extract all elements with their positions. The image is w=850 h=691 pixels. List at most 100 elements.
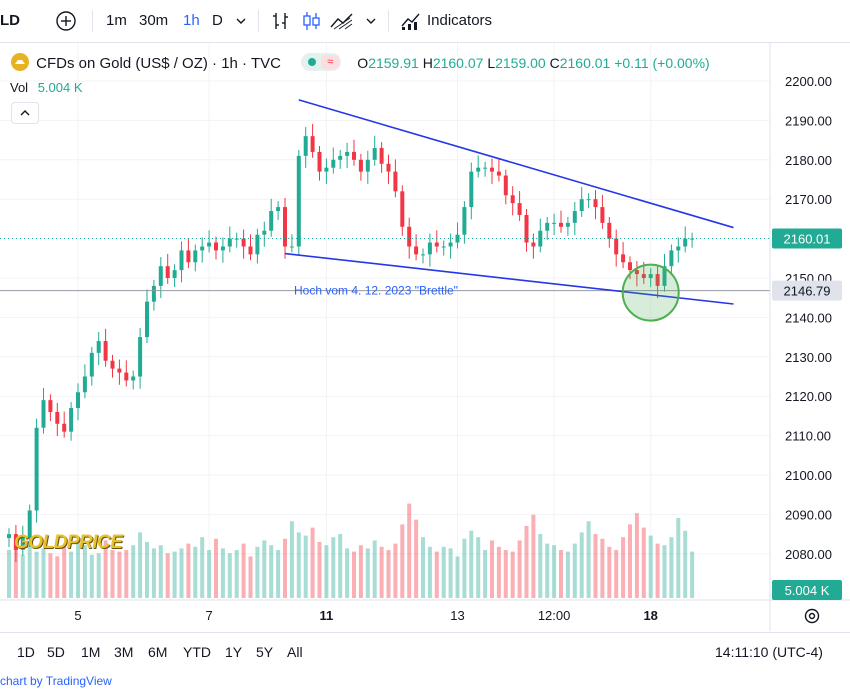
candle-body [34,427,39,511]
candle-body [427,242,432,255]
range-all[interactable]: All [287,644,303,660]
highlight-circle [621,263,680,322]
candle-body [255,234,260,255]
chevron-up-icon [20,110,30,116]
candle-body [117,368,122,373]
candle-body [662,266,667,286]
compare-add-button[interactable] [55,0,77,42]
volume-bar [27,540,32,598]
range-5d[interactable]: 5D [47,644,65,660]
candle-body [158,266,163,286]
time-tick-label: 18 [643,608,657,623]
volume-bar [531,514,536,598]
settings-gear-icon [804,608,820,624]
candle-body [13,534,18,550]
time-tick-label: 12:00 [538,608,571,623]
volume-bar [648,535,653,598]
interval-30m[interactable]: 30m [139,12,169,29]
volume-bar [207,550,212,598]
range-3m[interactable]: 3M [114,644,134,660]
candle-body [172,270,177,278]
range-ytd[interactable]: YTD [183,644,211,660]
volume-bar [296,532,301,598]
volume-bar [110,550,115,598]
volume-bar [400,524,405,598]
range-1d[interactable]: 1D [17,644,35,660]
volume-bar [241,543,246,598]
candle-body [683,238,688,247]
volume-bar [262,540,267,598]
toolbar-divider [388,10,389,32]
market-status-badge[interactable]: ≈ [301,53,342,71]
last-price-label: 2160.01 [784,232,831,247]
area-style-button[interactable] [329,0,355,42]
volume-bar [524,526,529,598]
plus-circle-icon [56,11,76,31]
tradingview-attribution[interactable]: chart by TradingView [0,674,112,688]
indicators-button[interactable]: Indicators [400,0,500,42]
volume-bar [34,551,39,598]
candle-body [496,171,501,176]
range-1y[interactable]: 1Y [225,644,243,660]
price-chart[interactable]: Hoch vom 4. 12. 2023 "Brettle" 2080.0020… [0,43,850,631]
volume-axis-label: 5.004 K [785,583,830,598]
clock-timezone[interactable]: 14:11:10 (UTC-4) [715,644,823,660]
candle-body [296,155,301,247]
high-label: H [422,55,433,71]
bar-style-button[interactable] [270,0,292,42]
interval-dropdown[interactable] [234,0,248,42]
volume-bar [476,537,481,598]
candle-body [220,246,225,251]
volume-bar [517,540,522,598]
volume-bar [593,534,598,598]
candle-body [227,238,232,247]
volume-bar [379,546,384,598]
volume-bar [158,545,163,598]
collapse-legend-button[interactable] [11,102,39,124]
volume-bar [414,519,419,598]
interval-1m[interactable]: 1m [106,12,127,29]
candle-body [586,199,591,201]
candle-body [607,222,612,239]
time-tick-label: 5 [74,608,81,623]
candle-body [379,147,384,164]
symbol-search[interactable]: LD [0,12,20,29]
volume-bars [7,503,695,598]
volume-bar [586,521,591,598]
candle-body [455,234,460,243]
price-tick-label: 2130.00 [785,350,832,365]
range-6m[interactable]: 6M [148,644,168,660]
candles-style-button[interactable] [300,0,322,42]
candle-body [600,207,605,223]
interval-d[interactable]: D [212,12,223,29]
price-tick-label: 2140.00 [785,310,832,325]
candle-body [283,207,287,247]
candle-body [462,207,467,235]
candle-body [634,270,639,275]
volume-bar [372,540,377,598]
volume-bar [690,551,695,598]
candle-body [483,167,488,169]
volume-bar [303,535,308,598]
gold-symbol-icon [11,53,29,71]
volume-bar [338,534,343,598]
chevron-down-icon [236,18,246,24]
volume-bar [96,553,101,598]
range-5y[interactable]: 5Y [256,644,274,660]
candle-body [234,238,239,240]
candle-body [545,222,550,231]
chart-style-dropdown[interactable] [364,0,378,42]
volume-bar [621,537,626,598]
volume-bar [103,540,108,598]
candle-body [338,155,343,160]
candle-body [214,242,218,251]
volume-bar [427,546,432,598]
interval-1h[interactable]: 1h [183,12,200,29]
last-price-label-box [772,228,842,249]
volume-bar [283,538,287,598]
volume-bar [421,537,425,598]
range-1m[interactable]: 1M [81,644,101,660]
trendline-lower [284,252,734,305]
volume-bar [559,550,563,598]
candle-body [352,151,356,160]
